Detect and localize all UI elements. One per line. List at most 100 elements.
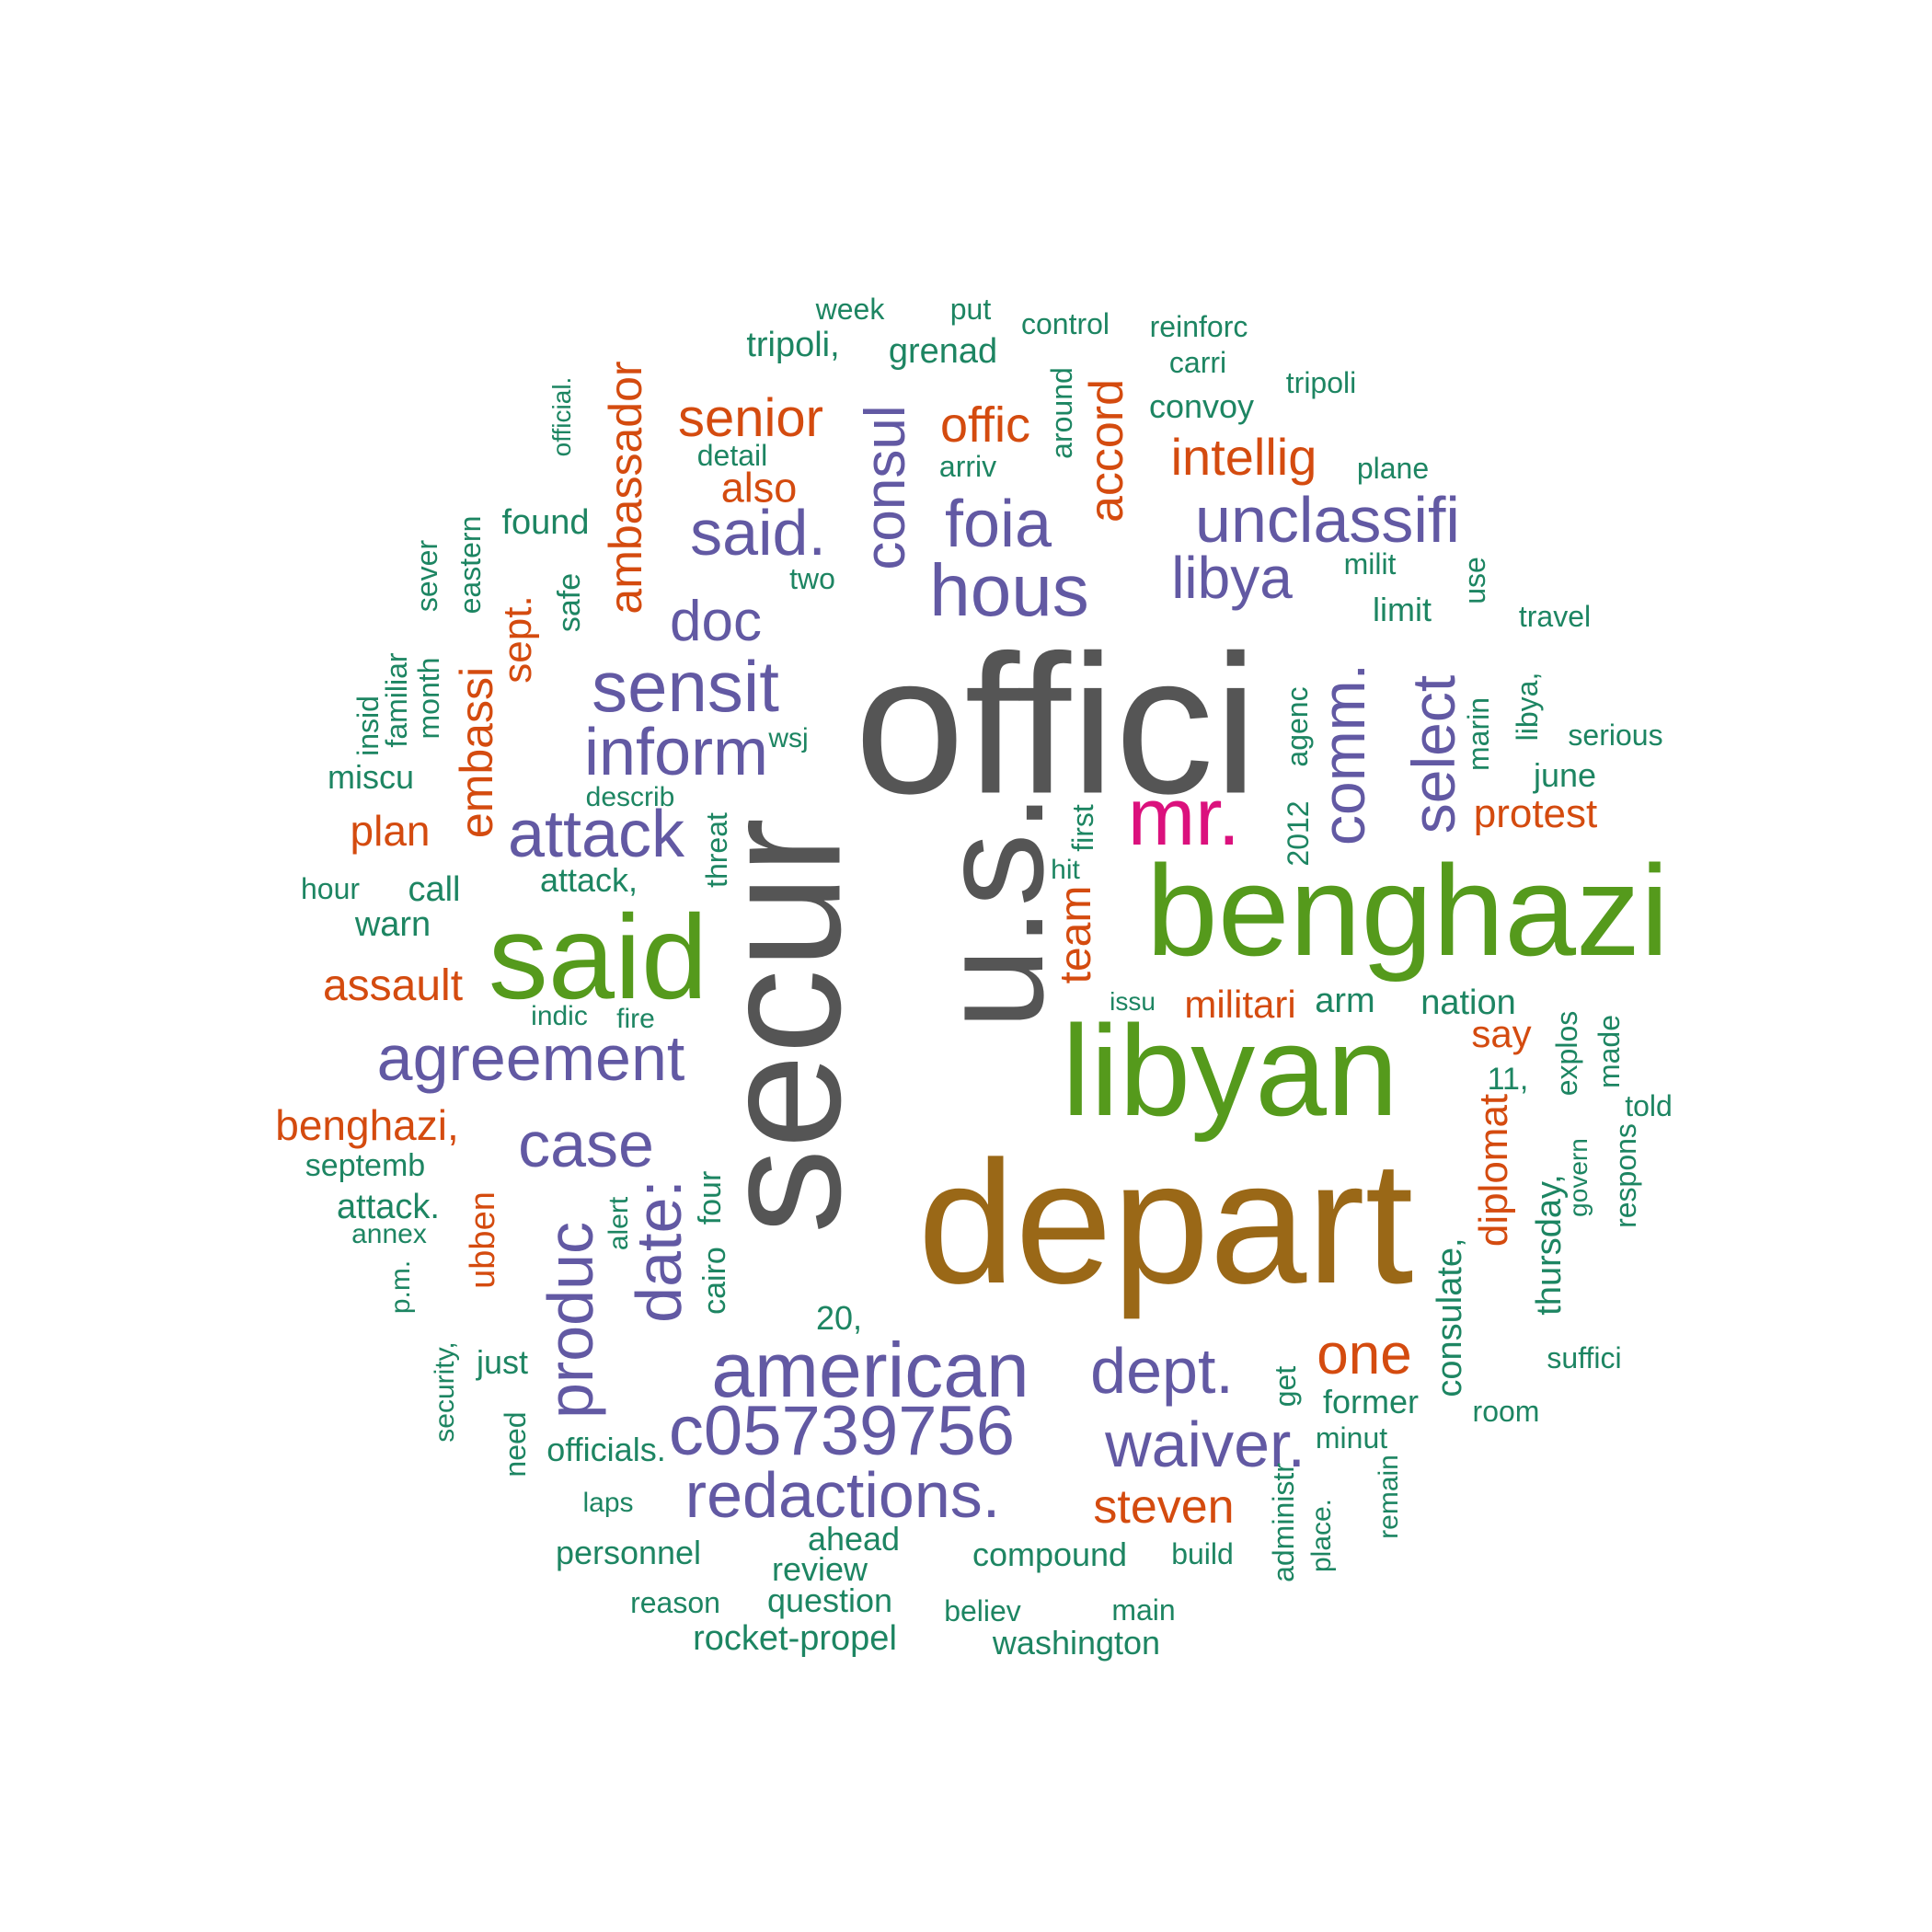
word-102: thursday, [1530, 1174, 1569, 1316]
word-19: sensit [592, 646, 779, 727]
word-125: personnel [555, 1534, 702, 1571]
word-25: unclassifi [1195, 484, 1460, 556]
word-131: believ [944, 1594, 1021, 1627]
word-86: hour [300, 872, 361, 905]
word-20: doc [670, 590, 762, 653]
word-127: build [1171, 1537, 1234, 1570]
word-118: officials. [546, 1431, 666, 1468]
word-80: describ [585, 782, 675, 812]
word-111: suffici [1547, 1341, 1622, 1374]
word-116: room [1472, 1395, 1540, 1428]
word-128: review [771, 1550, 868, 1588]
word-60: arriv [938, 450, 997, 483]
word-13: dept. [1090, 1335, 1234, 1407]
word-43: say [1471, 1012, 1532, 1055]
word-33: also [720, 464, 798, 512]
word-109: 20, [815, 1299, 863, 1337]
word-44: protest [1473, 791, 1598, 836]
word-47: steven [1093, 1480, 1235, 1534]
word-21: said. [690, 497, 826, 569]
word-106: four [693, 1170, 728, 1225]
word-65: two [789, 562, 835, 595]
word-84: first [1066, 804, 1099, 852]
word-48: week [815, 293, 885, 326]
word-66: milit [1343, 547, 1397, 581]
word-16: date: [623, 1179, 695, 1323]
word-10: c05739756 [668, 1392, 1016, 1470]
word-103: attack. [337, 1188, 440, 1226]
word-82: threat [700, 812, 733, 888]
word-49: put [949, 293, 992, 326]
word-88: attack, [539, 861, 638, 899]
word-40: ubben [464, 1191, 502, 1289]
word-8: agreement [376, 1022, 685, 1094]
word-9: american [711, 1327, 1029, 1413]
word-132: main [1111, 1593, 1176, 1627]
word-112: just [476, 1343, 529, 1381]
word-117: need [499, 1411, 532, 1478]
word-37: plan [350, 807, 431, 855]
word-95: indic [531, 1001, 588, 1031]
word-0: offici [854, 613, 1259, 835]
word-5: libyan [1062, 998, 1398, 1143]
word-92: nation [1420, 983, 1516, 1022]
word-126: compound [972, 1535, 1128, 1573]
word-17: attack [507, 798, 685, 871]
word-50: control [1020, 307, 1110, 340]
word-67: use [1458, 557, 1491, 604]
word-42: militari [1184, 983, 1296, 1026]
word-133: rocket-propel [693, 1619, 897, 1658]
word-119: minut [1315, 1421, 1388, 1455]
word-74: agenc [1281, 686, 1314, 767]
word-22: hous [929, 549, 1089, 631]
word-27: comm. [1309, 663, 1377, 845]
word-123: place. [1306, 1498, 1337, 1573]
word-94: made [1593, 1014, 1626, 1089]
word-90: issu [1110, 987, 1156, 1016]
word-78: serious [1568, 719, 1663, 752]
word-68: safe [552, 572, 587, 633]
word-115: former [1322, 1383, 1420, 1420]
word-38: assault [322, 961, 464, 1010]
word-28: select [1399, 674, 1467, 834]
word-73: month [412, 657, 445, 740]
word-32: intellig [1170, 428, 1317, 486]
word-39: benghazi, [275, 1101, 459, 1149]
word-83: 2012 [1282, 800, 1315, 867]
word-57: around [1045, 367, 1078, 459]
word-35: embassi [451, 666, 502, 839]
word-75: marin [1462, 696, 1495, 772]
word-59: detail [696, 439, 768, 472]
word-53: grenad [888, 332, 998, 371]
word-99: septemb [305, 1148, 426, 1183]
word-51: reinforc [1149, 310, 1248, 343]
word-14: case [518, 1109, 654, 1180]
word-55: tripoli [1285, 366, 1357, 399]
word-108: p.m. [385, 1259, 416, 1315]
word-12: waiver. [1105, 1409, 1305, 1480]
word-107: cairo [697, 1247, 732, 1315]
word-129: reason [630, 1586, 720, 1619]
word-69: limit [1373, 591, 1432, 628]
word-18: inform [583, 716, 769, 789]
word-98: told [1625, 1089, 1673, 1122]
word-72: insid [351, 696, 385, 756]
word-3: depart [917, 1125, 1414, 1320]
word-36: sept. [495, 595, 540, 684]
word-30: offic [939, 397, 1031, 453]
word-120: remain [1374, 1455, 1404, 1539]
word-77: wsj [768, 723, 809, 753]
word-114: get [1269, 1365, 1302, 1408]
word-97: 11, [1487, 1062, 1529, 1097]
word-56: convoy [1148, 387, 1255, 425]
word-6: said [488, 890, 708, 1024]
word-58: official. [547, 376, 576, 457]
word-89: warn [354, 905, 431, 944]
word-7: mr. [1127, 771, 1241, 862]
word-104: annex [351, 1219, 427, 1249]
word-62: found [501, 503, 590, 542]
word-41: team [1052, 885, 1100, 984]
word-100: respons [1609, 1123, 1642, 1228]
word-70: travel [1518, 600, 1592, 633]
